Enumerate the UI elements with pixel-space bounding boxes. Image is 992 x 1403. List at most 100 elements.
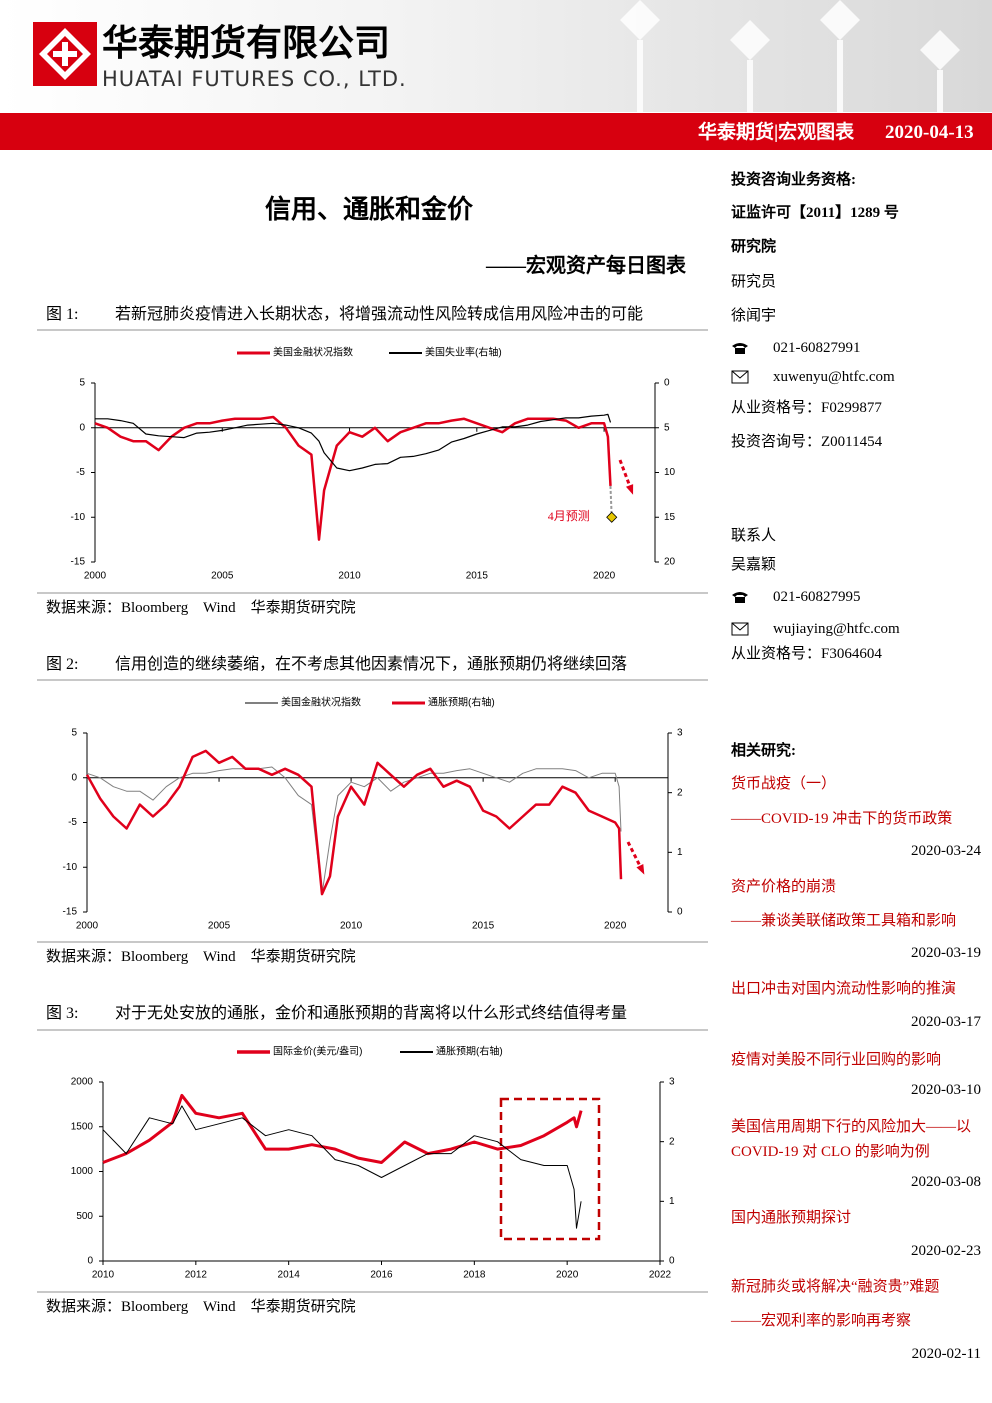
y-tick-label: 0 <box>71 772 77 783</box>
trend-arrow-head <box>636 864 645 875</box>
rule <box>37 1029 708 1031</box>
series-line <box>85 749 623 896</box>
x-tick-label: 2000 <box>84 571 107 582</box>
logo <box>33 22 97 86</box>
title: 信用、通胀和金价 <box>265 195 474 224</box>
y-tick-label: 2000 <box>71 1077 94 1088</box>
x-tick-label: 2005 <box>208 921 231 932</box>
related-link[interactable]: 新冠肺炎或将解决“融资贵”难题 <box>731 1279 940 1295</box>
y-tick-label: 1500 <box>71 1121 94 1132</box>
series-line <box>95 413 612 472</box>
institute: 研究院 <box>731 239 777 255</box>
series-line <box>102 1093 583 1164</box>
related-subtitle[interactable]: ——COVID-19 冲击下的货币政策 <box>731 811 953 827</box>
figure-caption: 对于无处安放的通胀，金价和通胀预期的背离将以什么形式终结值得考量 <box>115 1005 628 1022</box>
email-icon <box>731 622 749 636</box>
x-tick-label: 2010 <box>338 571 361 582</box>
report-date: 2020-04-13 <box>885 122 974 143</box>
x-tick-label: 2016 <box>370 1270 393 1281</box>
x-tick-label: 2020 <box>556 1270 579 1281</box>
y-tick-label: 1000 <box>71 1166 94 1177</box>
rule <box>37 679 708 681</box>
rule <box>37 329 708 331</box>
related-link[interactable]: 资产价格的崩溃 <box>731 879 837 895</box>
y-tick-label: -5 <box>76 467 85 478</box>
related-subtitle[interactable]: ——宏观利率的影响再考察 <box>731 1313 912 1329</box>
related-link[interactable]: 出口冲击对国内流动性影响的推演 <box>731 981 957 997</box>
y2-tick-label: 2 <box>677 787 683 798</box>
figure-source: 数据来源：Bloomberg Wind 华泰期货研究院 <box>46 600 356 616</box>
figure-caption: 若新冠肺炎疫情进入长期状态，将增强流动性风险转成信用风险冲击的可能 <box>115 306 644 323</box>
x-tick-label: 2018 <box>463 1270 486 1281</box>
phone-icon <box>732 592 748 603</box>
rule <box>37 1291 708 1293</box>
related-link[interactable]: 疫情对美股不同行业回购的影响 <box>731 1052 942 1068</box>
company-en: HUATAI FUTURES CO., LTD. <box>102 67 407 91</box>
y-tick-label: 0 <box>79 422 85 433</box>
figure-label: 图 3: <box>46 1005 79 1022</box>
y-tick-label: 5 <box>79 378 85 389</box>
analyst-name: 徐闻宇 <box>731 308 777 324</box>
related-date: 2020-02-11 <box>911 1346 981 1362</box>
y-tick-label: -15 <box>63 907 78 918</box>
y2-tick-label: 3 <box>669 1077 675 1088</box>
related-date: 2020-03-10 <box>911 1082 981 1098</box>
series-line <box>86 766 622 895</box>
related-link[interactable]: 国内通胀预期探讨 <box>731 1210 852 1226</box>
cert: 从业资格号：F0299877 <box>731 400 882 416</box>
consult: 投资咨询号：Z0011454 <box>731 434 883 450</box>
related-title: 相关研究: <box>731 743 796 759</box>
email-icon <box>731 370 749 384</box>
related-date: 2020-03-17 <box>911 1014 981 1030</box>
trend-arrow-head <box>625 484 634 495</box>
x-tick-label: 2000 <box>76 921 99 932</box>
figure-label: 图 1: <box>46 306 79 323</box>
rule <box>37 592 708 594</box>
y2-tick-label: 0 <box>677 907 683 918</box>
phone: 021-60827995 <box>773 589 861 605</box>
figure-source: 数据来源：Bloomberg Wind 华泰期货研究院 <box>46 1299 356 1315</box>
x-tick-label: 2020 <box>593 571 616 582</box>
figure-source: 数据来源：Bloomberg Wind 华泰期货研究院 <box>46 949 356 965</box>
series-line <box>94 415 612 541</box>
y-tick-label: 5 <box>71 728 77 739</box>
related-subtitle[interactable]: ——兼谈美联储政策工具箱和影响 <box>731 913 957 929</box>
related-link[interactable]: 货币战疫（一） <box>731 776 837 792</box>
y2-tick-label: 5 <box>664 422 670 433</box>
header-decoration <box>620 0 960 112</box>
analyst-name: 吴嘉颖 <box>731 557 777 573</box>
x-tick-label: 2015 <box>472 921 495 932</box>
legend-label: 通胀预期(右轴) <box>436 1045 503 1058</box>
y-tick-label: -10 <box>63 862 78 873</box>
y2-tick-label: 0 <box>664 378 670 389</box>
x-tick-label: 2014 <box>278 1270 301 1281</box>
legend-label: 美国金融状况指数 <box>281 696 361 709</box>
legend-label: 国际金价(美元/盎司) <box>273 1045 362 1058</box>
email: wujiaying@htfc.com <box>773 621 900 637</box>
forecast-point <box>606 511 618 523</box>
y2-tick-label: 3 <box>677 728 683 739</box>
y-tick-label: -10 <box>71 512 86 523</box>
cert: 从业资格号：F3064604 <box>731 646 882 662</box>
related-link[interactable]: 美国信用周期下行的风险加大——以 COVID-19 对 CLO 的影响为例 <box>731 1119 972 1160</box>
y-tick-label: -5 <box>68 817 77 828</box>
legend-label: 通胀预期(右轴) <box>428 696 495 709</box>
y2-tick-label: 1 <box>677 847 683 858</box>
related-date: 2020-03-19 <box>911 945 981 961</box>
series-line <box>102 1105 582 1229</box>
header-bar <box>0 113 992 150</box>
x-tick-label: 2005 <box>211 571 234 582</box>
related-date: 2020-03-08 <box>911 1174 981 1190</box>
related-date: 2020-02-23 <box>911 1243 981 1259</box>
legend-label: 美国金融状况指数 <box>273 346 353 359</box>
y2-tick-label: 0 <box>669 1256 675 1267</box>
phone-icon <box>732 343 748 354</box>
legend-label: 美国失业率(右轴) <box>425 346 502 359</box>
related-date: 2020-03-24 <box>911 843 981 859</box>
x-tick-label: 2022 <box>649 1270 672 1281</box>
y2-tick-label: 1 <box>669 1196 675 1207</box>
y-tick-label: 500 <box>76 1211 93 1222</box>
role: 联系人 <box>731 528 777 544</box>
